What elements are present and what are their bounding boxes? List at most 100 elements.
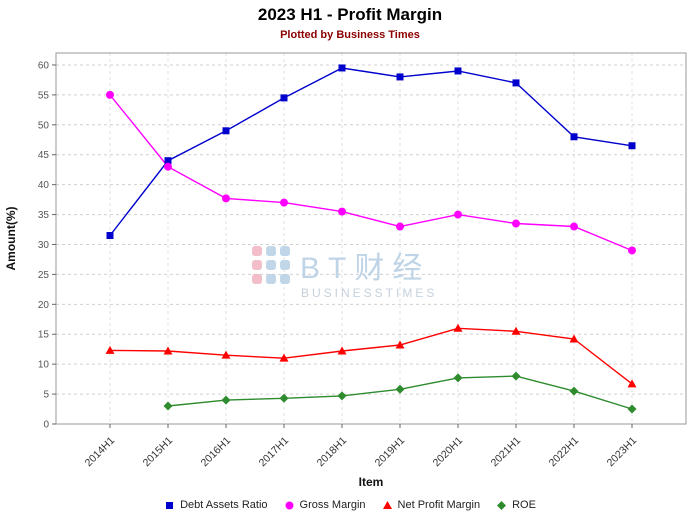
series-line: [109, 327, 633, 385]
diamond-marker-icon: [497, 500, 507, 510]
triangle-marker-icon: [382, 500, 392, 509]
legend-item: Net Profit Margin: [382, 499, 481, 511]
square-marker: [454, 67, 462, 75]
series-line: [109, 94, 633, 252]
circle-marker: [280, 198, 288, 207]
triangle-marker: [163, 346, 173, 355]
square-marker: [512, 79, 520, 87]
diamond-marker: [511, 371, 521, 381]
square-marker: [570, 133, 578, 141]
square-marker-icon: [166, 501, 174, 509]
watermark-dot: [252, 274, 262, 284]
watermark-dot: [266, 260, 276, 270]
chart-title: 2023 H1 - Profit Margin: [257, 5, 443, 24]
x-axis-title: Item: [359, 475, 384, 489]
watermark-dot: [280, 260, 290, 270]
plot-border: [55, 52, 687, 425]
watermark-dot: [252, 260, 262, 270]
circle-marker: [338, 207, 346, 216]
diamond-marker: [221, 395, 231, 405]
watermark-dot: [266, 274, 276, 284]
x-tick-label: 2016H1: [199, 435, 234, 470]
square-marker: [628, 142, 636, 150]
watermark-dot: [280, 274, 290, 284]
diamond-marker: [337, 391, 347, 401]
circle-marker: [570, 222, 578, 231]
chart-legend: Debt Assets Ratio Gross Margin Net Profit …: [0, 499, 700, 511]
circle-marker: [512, 219, 520, 228]
triangle-marker: [382, 500, 392, 509]
triangle-marker: [337, 346, 347, 355]
x-tick-label: 2021H1: [489, 435, 524, 470]
y-axis-title: Amount(%): [4, 207, 18, 271]
y-tick-label: 40: [38, 180, 50, 191]
circle-marker: [396, 222, 404, 231]
square-marker: [338, 64, 346, 72]
circle-marker: [285, 501, 294, 509]
diamond-marker: [627, 404, 637, 414]
triangle-marker: [627, 379, 637, 388]
diamond-marker: [453, 373, 463, 383]
y-tick-label: 60: [38, 60, 50, 71]
y-tick-label: 55: [38, 90, 50, 101]
diamond-marker: [569, 386, 579, 396]
plot-area: [56, 53, 686, 424]
triangle-marker: [279, 353, 289, 362]
y-tick-label: 35: [38, 210, 50, 221]
x-tick-label: 2022H1: [547, 435, 582, 470]
y-tick-label: 50: [38, 120, 50, 131]
circle-marker-icon: [285, 501, 294, 509]
circle-marker: [454, 210, 462, 219]
y-tick-label: 30: [38, 240, 50, 251]
series-line: [109, 67, 633, 236]
circle-marker: [628, 246, 636, 255]
triangle-marker: [569, 334, 579, 343]
y-tick-label: 25: [38, 270, 50, 281]
watermark-text: BT财经: [300, 252, 430, 285]
square-marker: [164, 157, 172, 165]
square-marker: [396, 73, 404, 81]
circle-marker: [222, 194, 230, 203]
y-tick-label: 45: [38, 150, 50, 161]
square-marker: [222, 127, 230, 135]
diamond-marker: [163, 401, 173, 411]
watermark-dot: [280, 246, 290, 256]
legend-item: Debt Assets Ratio: [164, 499, 268, 511]
legend-label: Net Profit Margin: [397, 499, 481, 511]
square-marker: [280, 94, 288, 102]
x-tick-label: 2023H1: [605, 435, 640, 470]
chart-subtitle: Plotted by Business Times: [280, 29, 420, 41]
diamond-marker: [395, 384, 405, 394]
x-tick-label: 2017H1: [257, 435, 292, 470]
y-tick-label: 20: [38, 300, 50, 311]
square-marker: [166, 501, 174, 509]
diamond-marker: [279, 393, 289, 403]
x-tick-label: 2015H1: [141, 435, 176, 470]
x-tick-label: 2020H1: [431, 435, 466, 470]
triangle-marker: [221, 350, 231, 359]
triangle-marker: [453, 323, 463, 332]
legend-item: ROE: [496, 499, 536, 511]
triangle-marker: [395, 340, 405, 349]
watermark-subtext: BUSINESSTIMES: [301, 286, 437, 300]
x-tick-label: 2019H1: [373, 435, 408, 470]
legend-label: Gross Margin: [299, 499, 366, 511]
watermark-dot: [252, 246, 262, 256]
x-tick-label: 2014H1: [83, 435, 118, 470]
circle-marker: [164, 162, 172, 171]
triangle-marker: [105, 345, 115, 354]
triangle-marker: [511, 326, 521, 335]
y-tick-label: 15: [38, 330, 50, 341]
y-tick-label: 0: [43, 420, 49, 431]
legend-label: Debt Assets Ratio: [180, 499, 268, 511]
square-marker: [106, 232, 114, 240]
legend-item: Gross Margin: [284, 499, 366, 511]
legend-label: ROE: [512, 499, 536, 511]
circle-marker: [106, 90, 114, 99]
watermark-dot: [266, 246, 276, 256]
x-tick-label: 2018H1: [315, 435, 350, 470]
y-tick-label: 5: [43, 390, 49, 401]
diamond-marker: [497, 500, 507, 510]
